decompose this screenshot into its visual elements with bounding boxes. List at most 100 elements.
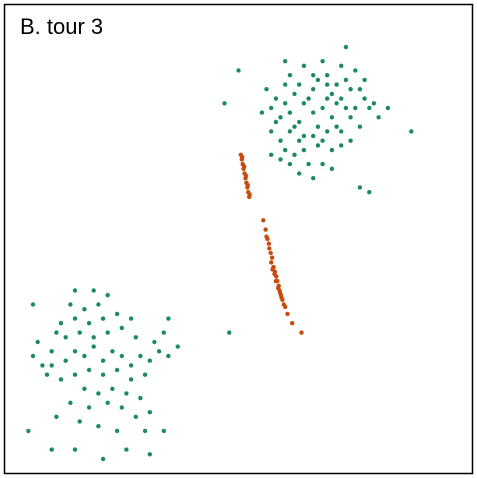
point-1-33 <box>269 260 274 265</box>
point-0-7 <box>362 77 367 83</box>
point-0-35 <box>278 138 283 143</box>
point-0-125 <box>124 391 129 396</box>
point-0-31 <box>325 129 330 134</box>
point-0-124 <box>110 386 115 391</box>
point-0-88 <box>119 353 125 359</box>
point-0-119 <box>114 367 120 373</box>
point-1-39 <box>279 295 284 300</box>
point-0-103 <box>72 316 78 321</box>
point-0-78 <box>222 101 227 106</box>
point-0-135 <box>96 424 101 429</box>
point-1-20 <box>269 255 275 260</box>
point-0-128 <box>86 405 92 410</box>
point-0-94 <box>152 339 157 345</box>
point-0-23 <box>343 105 349 111</box>
series-1 <box>238 152 304 335</box>
point-0-139 <box>49 447 54 452</box>
point-1-11 <box>241 164 247 169</box>
point-0-138 <box>161 428 166 434</box>
point-0-52 <box>357 185 363 190</box>
point-0-33 <box>297 138 302 143</box>
point-0-134 <box>77 419 82 424</box>
point-1-37 <box>276 285 281 291</box>
point-0-144 <box>26 428 31 434</box>
point-0-51 <box>409 129 414 134</box>
point-1-19 <box>268 250 273 256</box>
point-0-81 <box>49 349 54 354</box>
point-0-74 <box>334 124 339 129</box>
point-0-48 <box>311 176 316 181</box>
point-0-108 <box>96 302 101 307</box>
point-0-150 <box>166 316 171 321</box>
point-0-82 <box>63 358 68 363</box>
point-1-14 <box>247 192 252 197</box>
point-0-22 <box>329 115 335 120</box>
point-0-37 <box>283 147 288 153</box>
point-0-11 <box>301 101 307 106</box>
point-0-140 <box>72 447 78 452</box>
point-0-114 <box>44 372 50 377</box>
point-0-46 <box>287 161 293 167</box>
point-1-38 <box>277 290 283 295</box>
point-0-110 <box>68 302 73 307</box>
point-0-67 <box>311 73 316 78</box>
point-1-10 <box>240 154 245 160</box>
point-1-31 <box>285 311 290 317</box>
plot-border <box>3 3 474 475</box>
point-0-55 <box>283 59 288 64</box>
point-0-72 <box>301 133 307 139</box>
point-0-112 <box>105 293 110 298</box>
point-0-18 <box>287 110 293 115</box>
point-0-126 <box>138 395 143 401</box>
point-1-12 <box>243 173 249 178</box>
point-0-62 <box>292 124 297 129</box>
point-0-54 <box>269 105 274 111</box>
point-0-42 <box>339 143 344 148</box>
point-0-142 <box>124 447 129 452</box>
point-0-73 <box>320 138 325 143</box>
point-0-65 <box>273 119 279 125</box>
point-0-53 <box>367 190 372 195</box>
point-0-27 <box>385 105 391 111</box>
point-0-148 <box>175 344 180 349</box>
point-0-12 <box>292 91 297 97</box>
point-0-146 <box>49 363 54 368</box>
point-0-49 <box>329 166 335 171</box>
point-0-102 <box>58 321 64 326</box>
point-0-24 <box>353 105 358 111</box>
point-0-80 <box>40 363 45 368</box>
point-0-91 <box>147 358 152 363</box>
point-1-40 <box>299 330 304 335</box>
point-0-121 <box>142 372 148 377</box>
point-0-64 <box>329 91 335 97</box>
point-0-59 <box>306 96 311 101</box>
point-0-26 <box>371 101 377 106</box>
point-0-4 <box>325 73 330 78</box>
point-0-116 <box>72 372 78 377</box>
point-1-15 <box>261 218 266 223</box>
point-0-85 <box>91 344 96 349</box>
point-0-98 <box>91 335 96 340</box>
point-0-117 <box>86 367 92 373</box>
point-0-50 <box>278 157 283 162</box>
point-0-107 <box>128 316 134 321</box>
point-0-111 <box>91 288 96 293</box>
point-0-105 <box>100 316 106 321</box>
point-0-113 <box>72 288 78 293</box>
point-0-3 <box>315 77 321 83</box>
point-0-56 <box>320 59 325 64</box>
points-layer <box>26 44 414 462</box>
point-0-127 <box>68 400 73 405</box>
chart-title: B. tour 3 <box>20 14 103 39</box>
point-0-95 <box>133 335 138 340</box>
point-1-30 <box>283 304 288 310</box>
point-1-18 <box>267 246 272 251</box>
point-0-29 <box>357 124 363 129</box>
point-0-19 <box>297 119 302 125</box>
point-0-28 <box>376 115 381 120</box>
point-0-137 <box>142 428 148 434</box>
point-0-130 <box>119 405 125 410</box>
point-0-14 <box>273 96 279 101</box>
